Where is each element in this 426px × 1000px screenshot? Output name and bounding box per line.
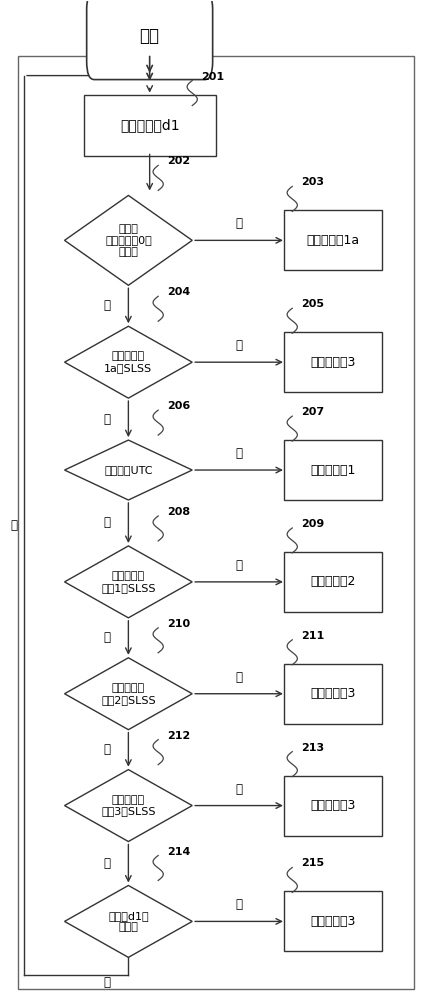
- Text: 接收到同步
等级3的SLSS: 接收到同步 等级3的SLSS: [101, 795, 155, 816]
- Text: 同步等级　1a: 同步等级 1a: [305, 234, 358, 247]
- Text: 201: 201: [201, 72, 224, 82]
- Polygon shape: [64, 195, 192, 285]
- Text: 同步等级　1: 同步等级 1: [309, 464, 354, 477]
- Text: 203: 203: [301, 177, 324, 187]
- FancyBboxPatch shape: [283, 210, 381, 270]
- FancyBboxPatch shape: [283, 552, 381, 612]
- Polygon shape: [64, 440, 192, 500]
- Text: 是: 是: [235, 783, 242, 796]
- FancyBboxPatch shape: [283, 776, 381, 836]
- FancyBboxPatch shape: [83, 95, 215, 156]
- Text: 209: 209: [301, 519, 324, 529]
- Text: 205: 205: [301, 299, 324, 309]
- Text: 214: 214: [167, 847, 190, 857]
- Text: 是: 是: [235, 559, 242, 572]
- Polygon shape: [64, 546, 192, 618]
- FancyBboxPatch shape: [283, 891, 381, 951]
- Text: 同步等级　2: 同步等级 2: [309, 575, 354, 588]
- Text: 同步等级　3: 同步等级 3: [309, 915, 354, 928]
- Polygon shape: [64, 658, 192, 730]
- Text: 接收到等级
1a的SLSS: 接收到等级 1a的SLSS: [104, 351, 152, 373]
- Text: 208: 208: [167, 507, 190, 517]
- Text: 否: 否: [104, 516, 110, 529]
- Text: 是: 是: [235, 447, 242, 460]
- Text: 是: 是: [235, 671, 242, 684]
- Text: 210: 210: [167, 619, 190, 629]
- Text: 同步等级　3: 同步等级 3: [309, 799, 354, 812]
- Text: 同步等级　3: 同步等级 3: [309, 356, 354, 369]
- Text: 否: 否: [104, 976, 110, 989]
- FancyBboxPatch shape: [283, 664, 381, 724]
- Text: 接收到同步
等级2的SLSS: 接收到同步 等级2的SLSS: [101, 683, 155, 705]
- Text: 是: 是: [235, 339, 242, 352]
- FancyBboxPatch shape: [86, 0, 212, 80]
- Text: 同步等级　3: 同步等级 3: [309, 687, 354, 700]
- Text: 是: 是: [235, 217, 242, 230]
- Text: 否: 否: [104, 299, 110, 312]
- FancyBboxPatch shape: [17, 56, 412, 989]
- Polygon shape: [64, 885, 192, 957]
- FancyBboxPatch shape: [283, 332, 381, 392]
- Text: 设置定时器d1: 设置定时器d1: [120, 119, 179, 133]
- Text: 开机: 开机: [139, 27, 159, 45]
- Text: 接收到同步
等级1的SLSS: 接收到同步 等级1的SLSS: [101, 571, 155, 593]
- Polygon shape: [64, 326, 192, 398]
- Text: 215: 215: [301, 858, 324, 868]
- Text: 接收到
同步等级　0下
行导频: 接收到 同步等级 0下 行导频: [105, 224, 151, 257]
- Text: 否: 否: [104, 743, 110, 756]
- Text: 206: 206: [167, 401, 190, 411]
- Text: 213: 213: [301, 743, 324, 753]
- Text: 是: 是: [235, 898, 242, 911]
- Text: 否: 否: [104, 631, 110, 644]
- Text: 定时器d1是
否超时: 定时器d1是 否超时: [108, 911, 148, 932]
- Text: 202: 202: [167, 156, 190, 166]
- Text: 否: 否: [104, 857, 110, 870]
- Text: 是否获得UTC: 是否获得UTC: [104, 465, 152, 475]
- FancyBboxPatch shape: [283, 440, 381, 500]
- Polygon shape: [64, 770, 192, 842]
- Text: 212: 212: [167, 731, 190, 741]
- Text: 否: 否: [10, 519, 17, 532]
- Text: 207: 207: [301, 407, 324, 417]
- Text: 211: 211: [301, 631, 324, 641]
- Text: 否: 否: [104, 413, 110, 426]
- Text: 204: 204: [167, 287, 190, 297]
